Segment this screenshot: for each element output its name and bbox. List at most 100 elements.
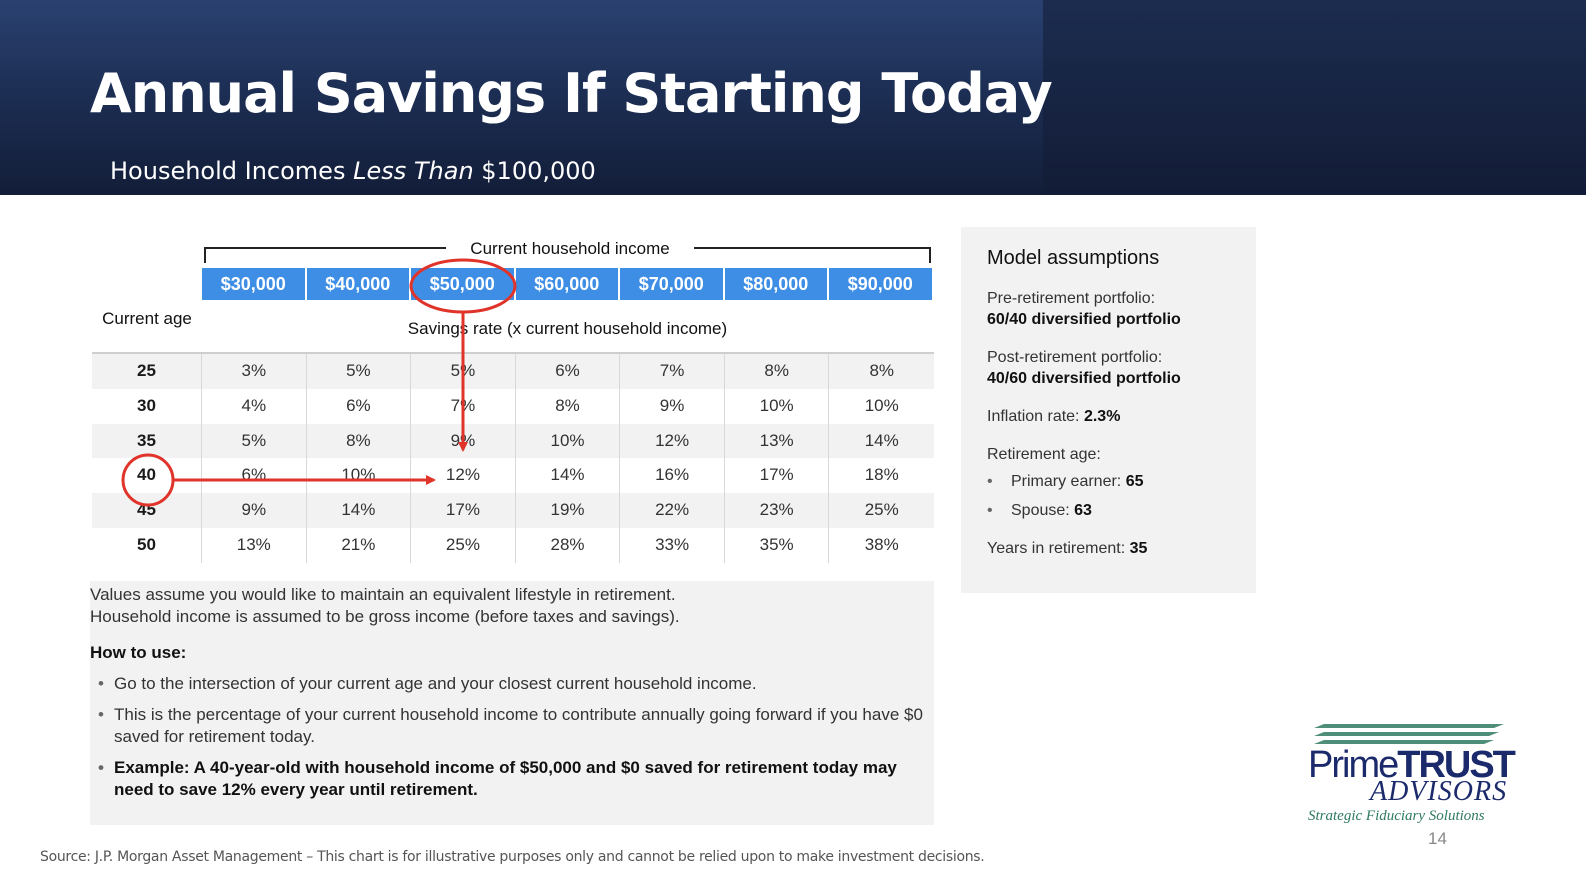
pre-retirement-label: Pre-retirement portfolio: [987, 290, 1156, 307]
primary-earner-label: Primary earner: [1011, 473, 1126, 490]
model-assumptions-panel: Model assumptions Pre-retirement portfol… [961, 227, 1256, 593]
income-header-cell: $70,000 [620, 268, 725, 300]
table-row: 40 6% 10% 12% 14% 16% 17% 18% [92, 458, 934, 494]
years-label: Years in retirement: [987, 540, 1130, 557]
age-column-header: Current age [102, 309, 192, 328]
logo-tagline: Strategic Fiduciary Solutions [1308, 808, 1485, 824]
source-footnote: Source: J.P. Morgan Asset Management – T… [40, 849, 985, 865]
spouse-item: Spouse: 63 [987, 500, 1256, 521]
savings-rate-cell: 35% [725, 527, 830, 563]
savings-rate-cell: 7% [620, 354, 725, 389]
savings-table-body: 25 3% 5% 5% 6% 7% 8% 8% 30 4% 6% 7% 8% 9% 10% 10% 35 5% 8%… [92, 354, 934, 563]
savings-rate-cell: 14% [864, 430, 899, 450]
savings-rate-cell: 8% [725, 354, 830, 389]
pre-retirement-value: 60/40 diversified portfolio [987, 311, 1181, 328]
list-item-example: Example: A 40-year-old with household in… [90, 757, 934, 801]
note-line-1: Values assume you would like to maintain… [90, 585, 676, 604]
notes-box: Values assume you would like to maintain… [90, 581, 934, 825]
subtitle-emphasis: Less Than [353, 157, 474, 185]
savings-rate-cell: 10% [864, 395, 899, 415]
savings-rate-cell: 10% [307, 458, 412, 494]
savings-rate-cell: 13% [202, 527, 307, 563]
savings-rate-cell: 33% [620, 527, 725, 563]
savings-rate-cell: 3% [202, 354, 307, 389]
savings-rate-cell: 17% [725, 458, 830, 494]
savings-rate-cell: 12% [620, 423, 725, 459]
page-number: 14 [1428, 829, 1447, 848]
header-right-panel [1043, 0, 1586, 195]
age-cell: 25 [92, 354, 202, 389]
assumptions-title: Model assumptions [987, 247, 1160, 269]
income-header-cell: $30,000 [202, 268, 307, 300]
table-row: 30 4% 6% 7% 8% 9% 10% 10% [92, 388, 934, 424]
savings-rate-cell: 38% [864, 534, 899, 554]
age-cell: 35 [92, 423, 202, 459]
income-header-cell: $40,000 [306, 268, 411, 300]
header-banner: Annual Savings If Starting Today Househo… [0, 0, 1586, 195]
logo-prime-text: Prime [1308, 744, 1399, 786]
savings-rate-cell: 19% [516, 493, 621, 528]
savings-rate-cell: 13% [725, 423, 830, 459]
savings-rate-cell: 8% [307, 423, 412, 459]
logo-wordmark: PrimeTRUST [1308, 744, 1516, 787]
age-cell: 30 [92, 388, 202, 424]
primary-earner-item: Primary earner: 65 [987, 471, 1256, 492]
savings-rate-cell: 5% [411, 354, 516, 389]
primary-earner-value: 65 [1125, 473, 1144, 490]
savings-rate-cell: 4% [202, 388, 307, 424]
age-cell: 40 [92, 458, 202, 494]
savings-rate-cell: 8% [869, 361, 895, 380]
savings-rate-cell: 9% [411, 423, 516, 459]
page-subtitle: Household Incomes Less Than $100,000 [110, 157, 596, 185]
inflation-value: 2.3% [1083, 408, 1121, 425]
savings-rate-cell: 5% [307, 354, 412, 389]
income-header-cell: $90,000 [829, 268, 934, 300]
retirement-age-label: Retirement age: [987, 446, 1101, 463]
list-item: Go to the intersection of your current a… [90, 673, 934, 695]
pre-retirement-assumption: Pre-retirement portfolio: 60/40 diversif… [987, 288, 1256, 330]
savings-rate-cell: 8% [516, 388, 621, 424]
savings-rate-cell: 14% [516, 458, 621, 494]
savings-rate-cell: 25% [864, 500, 899, 520]
post-retirement-assumption: Post-retirement portfolio: 40/60 diversi… [987, 347, 1256, 389]
savings-rate-cell: 18% [864, 465, 899, 485]
savings-rate-cell: 14% [307, 493, 412, 528]
savings-rate-cell: 21% [307, 527, 412, 563]
logo-trust-text: TRUST [1397, 744, 1516, 786]
savings-rate-cell: 6% [202, 458, 307, 494]
logo-advisors-text: ADVISORS [1370, 776, 1508, 807]
page-title: Annual Savings If Starting Today [90, 62, 1053, 125]
post-retirement-label: Post-retirement portfolio: [987, 349, 1163, 366]
subtitle-suffix: $100,000 [473, 157, 596, 185]
savings-rate-cell: 17% [411, 493, 516, 528]
table-row: 25 3% 5% 5% 6% 7% 8% 8% [92, 354, 934, 389]
income-header-row: $30,000 $40,000 $50,000 $60,000 $70,000 $80,0… [202, 268, 934, 300]
savings-rate-cell: 9% [202, 493, 307, 528]
savings-rate-cell: 6% [516, 354, 621, 389]
income-header-cell: $60,000 [515, 268, 620, 300]
table-header-rule [92, 352, 934, 354]
retirement-age-assumption: Retirement age: Primary earner: 65 Spous… [987, 444, 1256, 521]
years-value: 35 [1129, 540, 1148, 557]
savings-rate-cell: 10% [725, 388, 830, 424]
savings-rate-cell: 9% [620, 388, 725, 424]
savings-rate-cell: 7% [411, 388, 516, 424]
table-row: 35 5% 8% 9% 10% 12% 13% 14% [92, 423, 934, 459]
savings-rate-cell: 22% [620, 493, 725, 528]
spouse-value: 63 [1074, 502, 1092, 519]
spouse-label: Spouse: [1011, 502, 1075, 519]
savings-rate-cell: 25% [411, 527, 516, 563]
note-line-2: Household income is assumed to be gross … [90, 607, 680, 626]
years-in-retirement-assumption: Years in retirement: 35 [987, 538, 1256, 559]
list-item: This is the percentage of your current h… [90, 704, 934, 748]
age-cell: 50 [92, 527, 202, 563]
how-to-use-label: How to use: [90, 643, 187, 662]
inflation-assumption: Inflation rate: 2.3% [987, 406, 1256, 427]
savings-rate-cell: 16% [620, 458, 725, 494]
retirement-age-list: Primary earner: 65 Spouse: 63 [987, 471, 1256, 521]
savings-rate-header: Savings rate (x current household income… [407, 319, 728, 338]
primetrust-logo: PrimeTRUST ADVISORS Strategic Fiduciary … [1306, 722, 1536, 832]
savings-rate-cell: 12% [411, 458, 516, 494]
table-row: 50 13% 21% 25% 28% 33% 35% 38% [92, 527, 934, 563]
logo-stripes-icon [1314, 724, 1504, 744]
